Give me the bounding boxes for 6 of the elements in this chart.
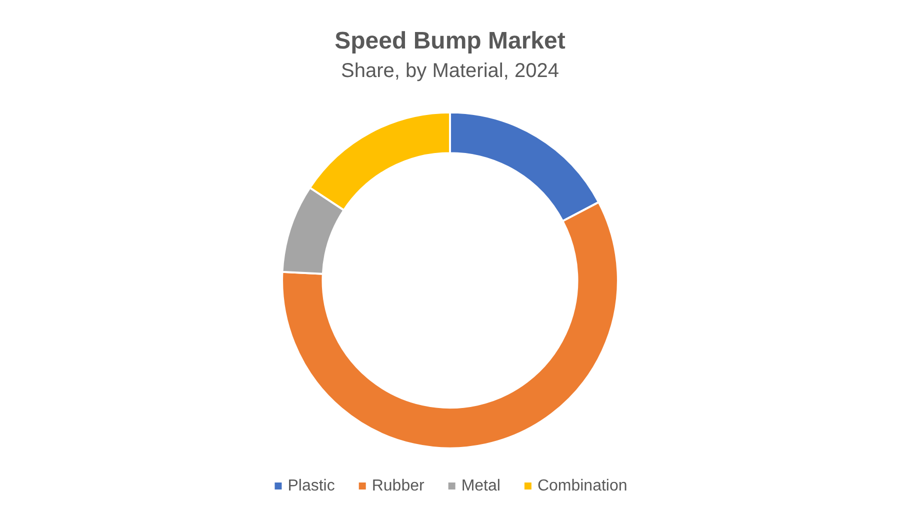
chart-title: Speed Bump Market: [334, 28, 566, 54]
chart-subtitle: Share, by Material, 2024: [341, 60, 559, 82]
legend-label: Combination: [537, 478, 628, 494]
legend-label: Plastic: [288, 478, 335, 494]
legend-label: Metal: [461, 478, 500, 494]
legend-label: Rubber: [372, 478, 425, 494]
